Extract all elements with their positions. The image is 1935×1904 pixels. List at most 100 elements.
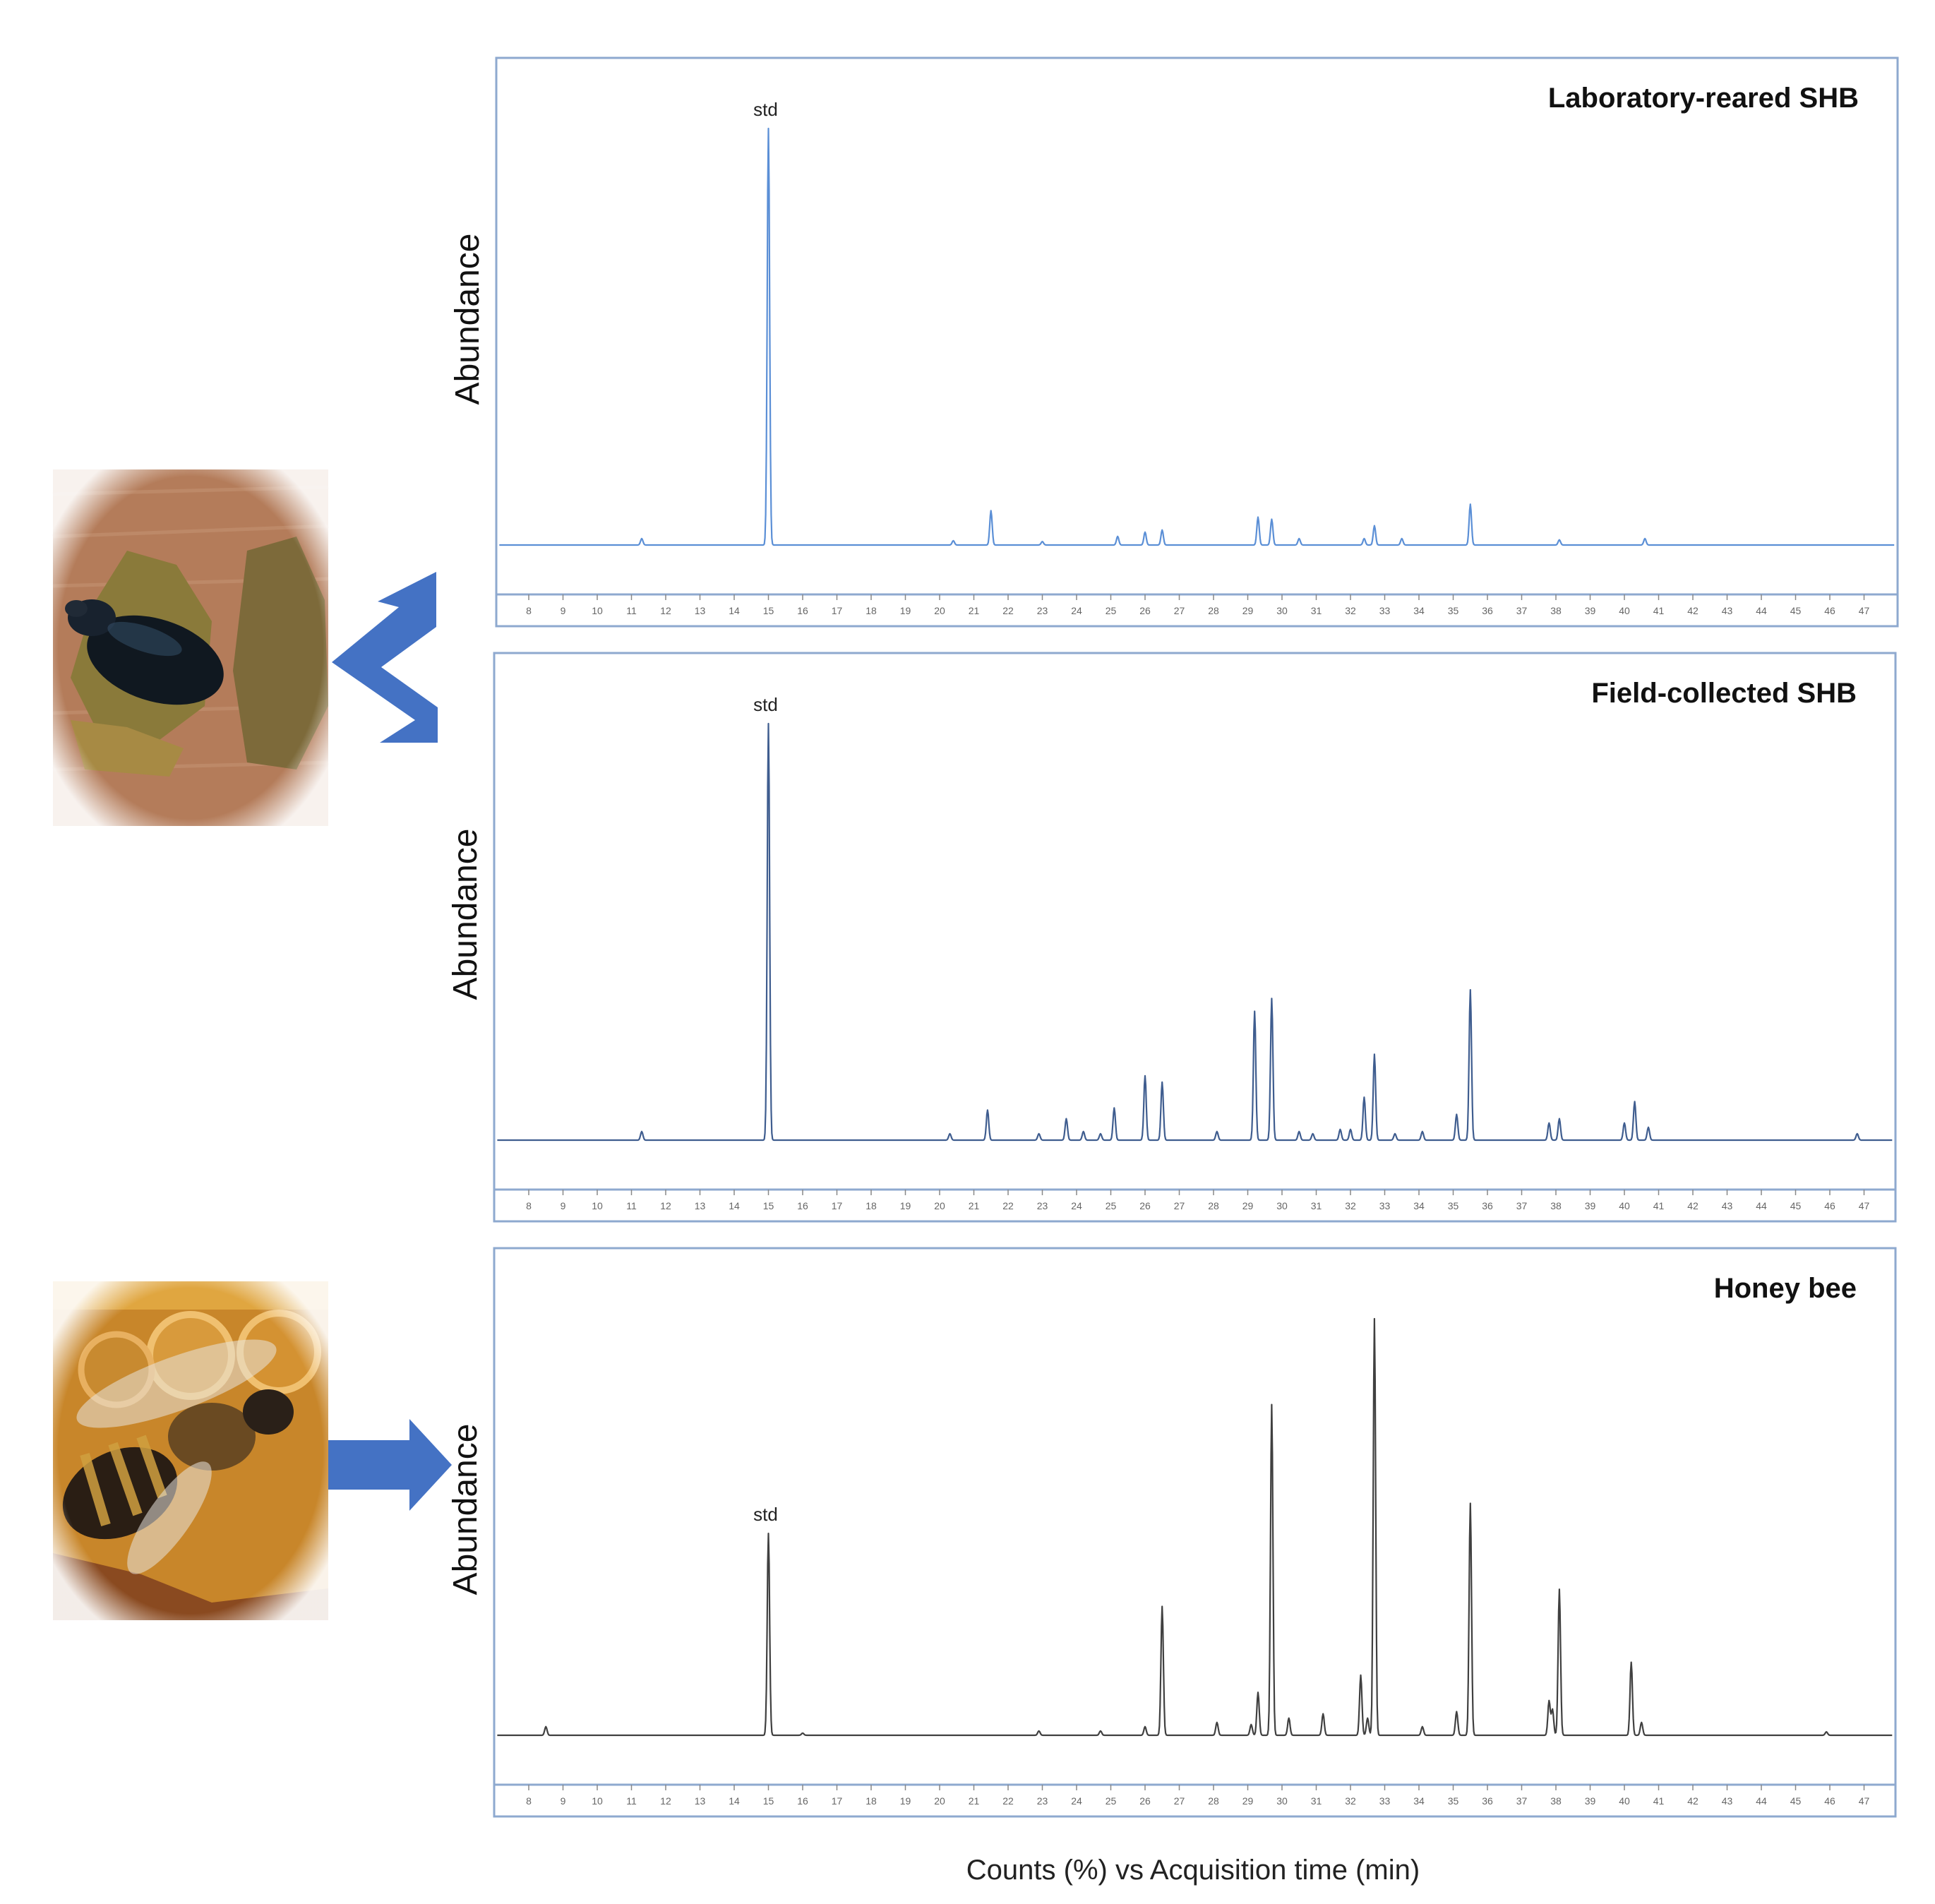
x-tick-label: 14	[729, 605, 740, 616]
peak-point	[1161, 1082, 1163, 1083]
x-tick-label: 38	[1550, 1200, 1562, 1211]
y-axis-label: Abundance	[449, 234, 486, 405]
x-tick-label: 44	[1756, 605, 1767, 616]
x-tick-label: 34	[1413, 1200, 1425, 1211]
peak-point	[1216, 1722, 1218, 1723]
x-tick-label: 34	[1413, 605, 1425, 616]
panel-title: Field-collected SHB	[1591, 678, 1857, 709]
panel-title: Honey bee	[1714, 1273, 1857, 1304]
x-tick-label: 15	[763, 605, 774, 616]
x-tick-label: 9	[561, 1795, 566, 1807]
x-tick-label: 25	[1106, 605, 1117, 616]
peak-point	[1065, 1118, 1067, 1120]
peak-point	[1100, 1133, 1101, 1134]
peak-point	[1161, 1605, 1163, 1607]
peak-point	[1298, 538, 1300, 539]
x-tick-label: 46	[1824, 605, 1835, 616]
x-tick-label: 28	[1208, 1795, 1219, 1807]
x-tick-label: 29	[1242, 1200, 1254, 1211]
x-tick-label: 42	[1687, 1200, 1699, 1211]
peak-point	[1038, 1730, 1040, 1732]
peak-point	[1644, 538, 1646, 539]
x-tick-label: 34	[1413, 1795, 1425, 1807]
peak-point	[1298, 1131, 1300, 1132]
x-tick-label: 24	[1071, 1200, 1082, 1211]
x-tick-label: 23	[1037, 1200, 1048, 1211]
x-tick-label: 18	[865, 1200, 877, 1211]
x-tick-label: 33	[1379, 1795, 1391, 1807]
x-tick-label: 37	[1516, 605, 1528, 616]
x-tick-label: 8	[526, 1200, 532, 1211]
peak-point	[1038, 1133, 1040, 1134]
x-tick-label: 8	[526, 1795, 532, 1807]
y-axis-label: Abundance	[447, 1424, 484, 1595]
x-tick-label: 8	[526, 605, 532, 616]
x-tick-label: 11	[626, 1795, 637, 1807]
y-axis-label: Abundance	[447, 829, 484, 1000]
x-tick-label: 41	[1653, 605, 1665, 616]
x-tick-label: 32	[1345, 1200, 1356, 1211]
x-tick-label: 18	[865, 1795, 877, 1807]
x-tick-label: 28	[1208, 605, 1219, 616]
chromatogram-panel-3: 8 9 10 11 12 13 14 15 16 17 18 19 20 21 22 23 24 25 26 27 28…	[447, 1247, 1897, 1818]
x-tick-label: 28	[1208, 1200, 1219, 1211]
peak-point	[1456, 1711, 1458, 1713]
chromatogram-panel-1: 8 9 10 11 12 13 14 15 16 17 18 19 20 21 22 23 24 25 26 27 28…	[449, 56, 1899, 628]
x-tick-label: 12	[660, 1200, 671, 1211]
peak-point	[1250, 1724, 1252, 1725]
peak-point	[1288, 1717, 1290, 1719]
x-tick-label: 27	[1174, 1795, 1185, 1807]
x-tick-label: 26	[1139, 1795, 1151, 1807]
peak-point	[1470, 503, 1471, 505]
x-tick-label: 12	[660, 605, 671, 616]
double-arrow-icon	[332, 572, 438, 743]
x-tick-label: 38	[1550, 1795, 1562, 1807]
peak-point	[1100, 1730, 1101, 1732]
x-tick-label: 47	[1859, 1200, 1870, 1211]
peak-point	[1374, 1053, 1375, 1055]
peak-point	[1271, 518, 1273, 520]
x-tick-label: 32	[1345, 605, 1356, 616]
x-tick-label: 38	[1550, 605, 1562, 616]
peak-point	[949, 1133, 951, 1134]
panel-frame	[493, 1247, 1897, 1818]
peak-point	[1161, 529, 1163, 531]
peak-point	[1271, 1403, 1273, 1406]
x-tick-label: 10	[592, 605, 603, 616]
peak-point	[1624, 1122, 1625, 1124]
x-tick-label: 11	[626, 605, 637, 616]
x-tick-label: 29	[1242, 1795, 1254, 1807]
peak-point	[1117, 536, 1118, 537]
x-tick-label: 30	[1276, 1200, 1288, 1211]
x-tick-label: 22	[1002, 605, 1014, 616]
x-tick-label: 45	[1790, 1795, 1802, 1807]
x-tick-label: 17	[832, 605, 843, 616]
peak-point	[1559, 1118, 1560, 1120]
x-tick-label: 33	[1379, 1200, 1391, 1211]
x-tick-label: 13	[695, 1200, 706, 1211]
x-tick-label: 19	[900, 1200, 911, 1211]
x-tick-label: 23	[1037, 1795, 1048, 1807]
peak-point	[1144, 1726, 1146, 1728]
x-tick-label: 31	[1311, 605, 1322, 616]
x-tick-label: 24	[1071, 605, 1082, 616]
peak-point	[545, 1726, 547, 1728]
x-tick-label: 35	[1448, 1200, 1459, 1211]
peak-point	[1422, 1726, 1423, 1728]
x-tick-label: 17	[832, 1795, 843, 1807]
x-tick-label: 26	[1139, 1200, 1151, 1211]
peak-point	[1552, 1708, 1553, 1711]
peak-point	[952, 540, 954, 541]
x-tick-label: 16	[797, 605, 808, 616]
x-tick-label: 26	[1139, 605, 1151, 616]
peak-point	[1144, 1075, 1146, 1077]
right-arrow-icon	[328, 1419, 452, 1511]
peak-point	[1367, 1717, 1369, 1719]
x-tick-label: 20	[934, 605, 945, 616]
peak-point	[1322, 1713, 1324, 1715]
x-tick-label: 16	[797, 1795, 808, 1807]
x-tick-label: 37	[1516, 1795, 1528, 1807]
peak-point	[1374, 1318, 1375, 1319]
peak-point	[1312, 1133, 1314, 1134]
peak-point	[987, 1109, 988, 1111]
